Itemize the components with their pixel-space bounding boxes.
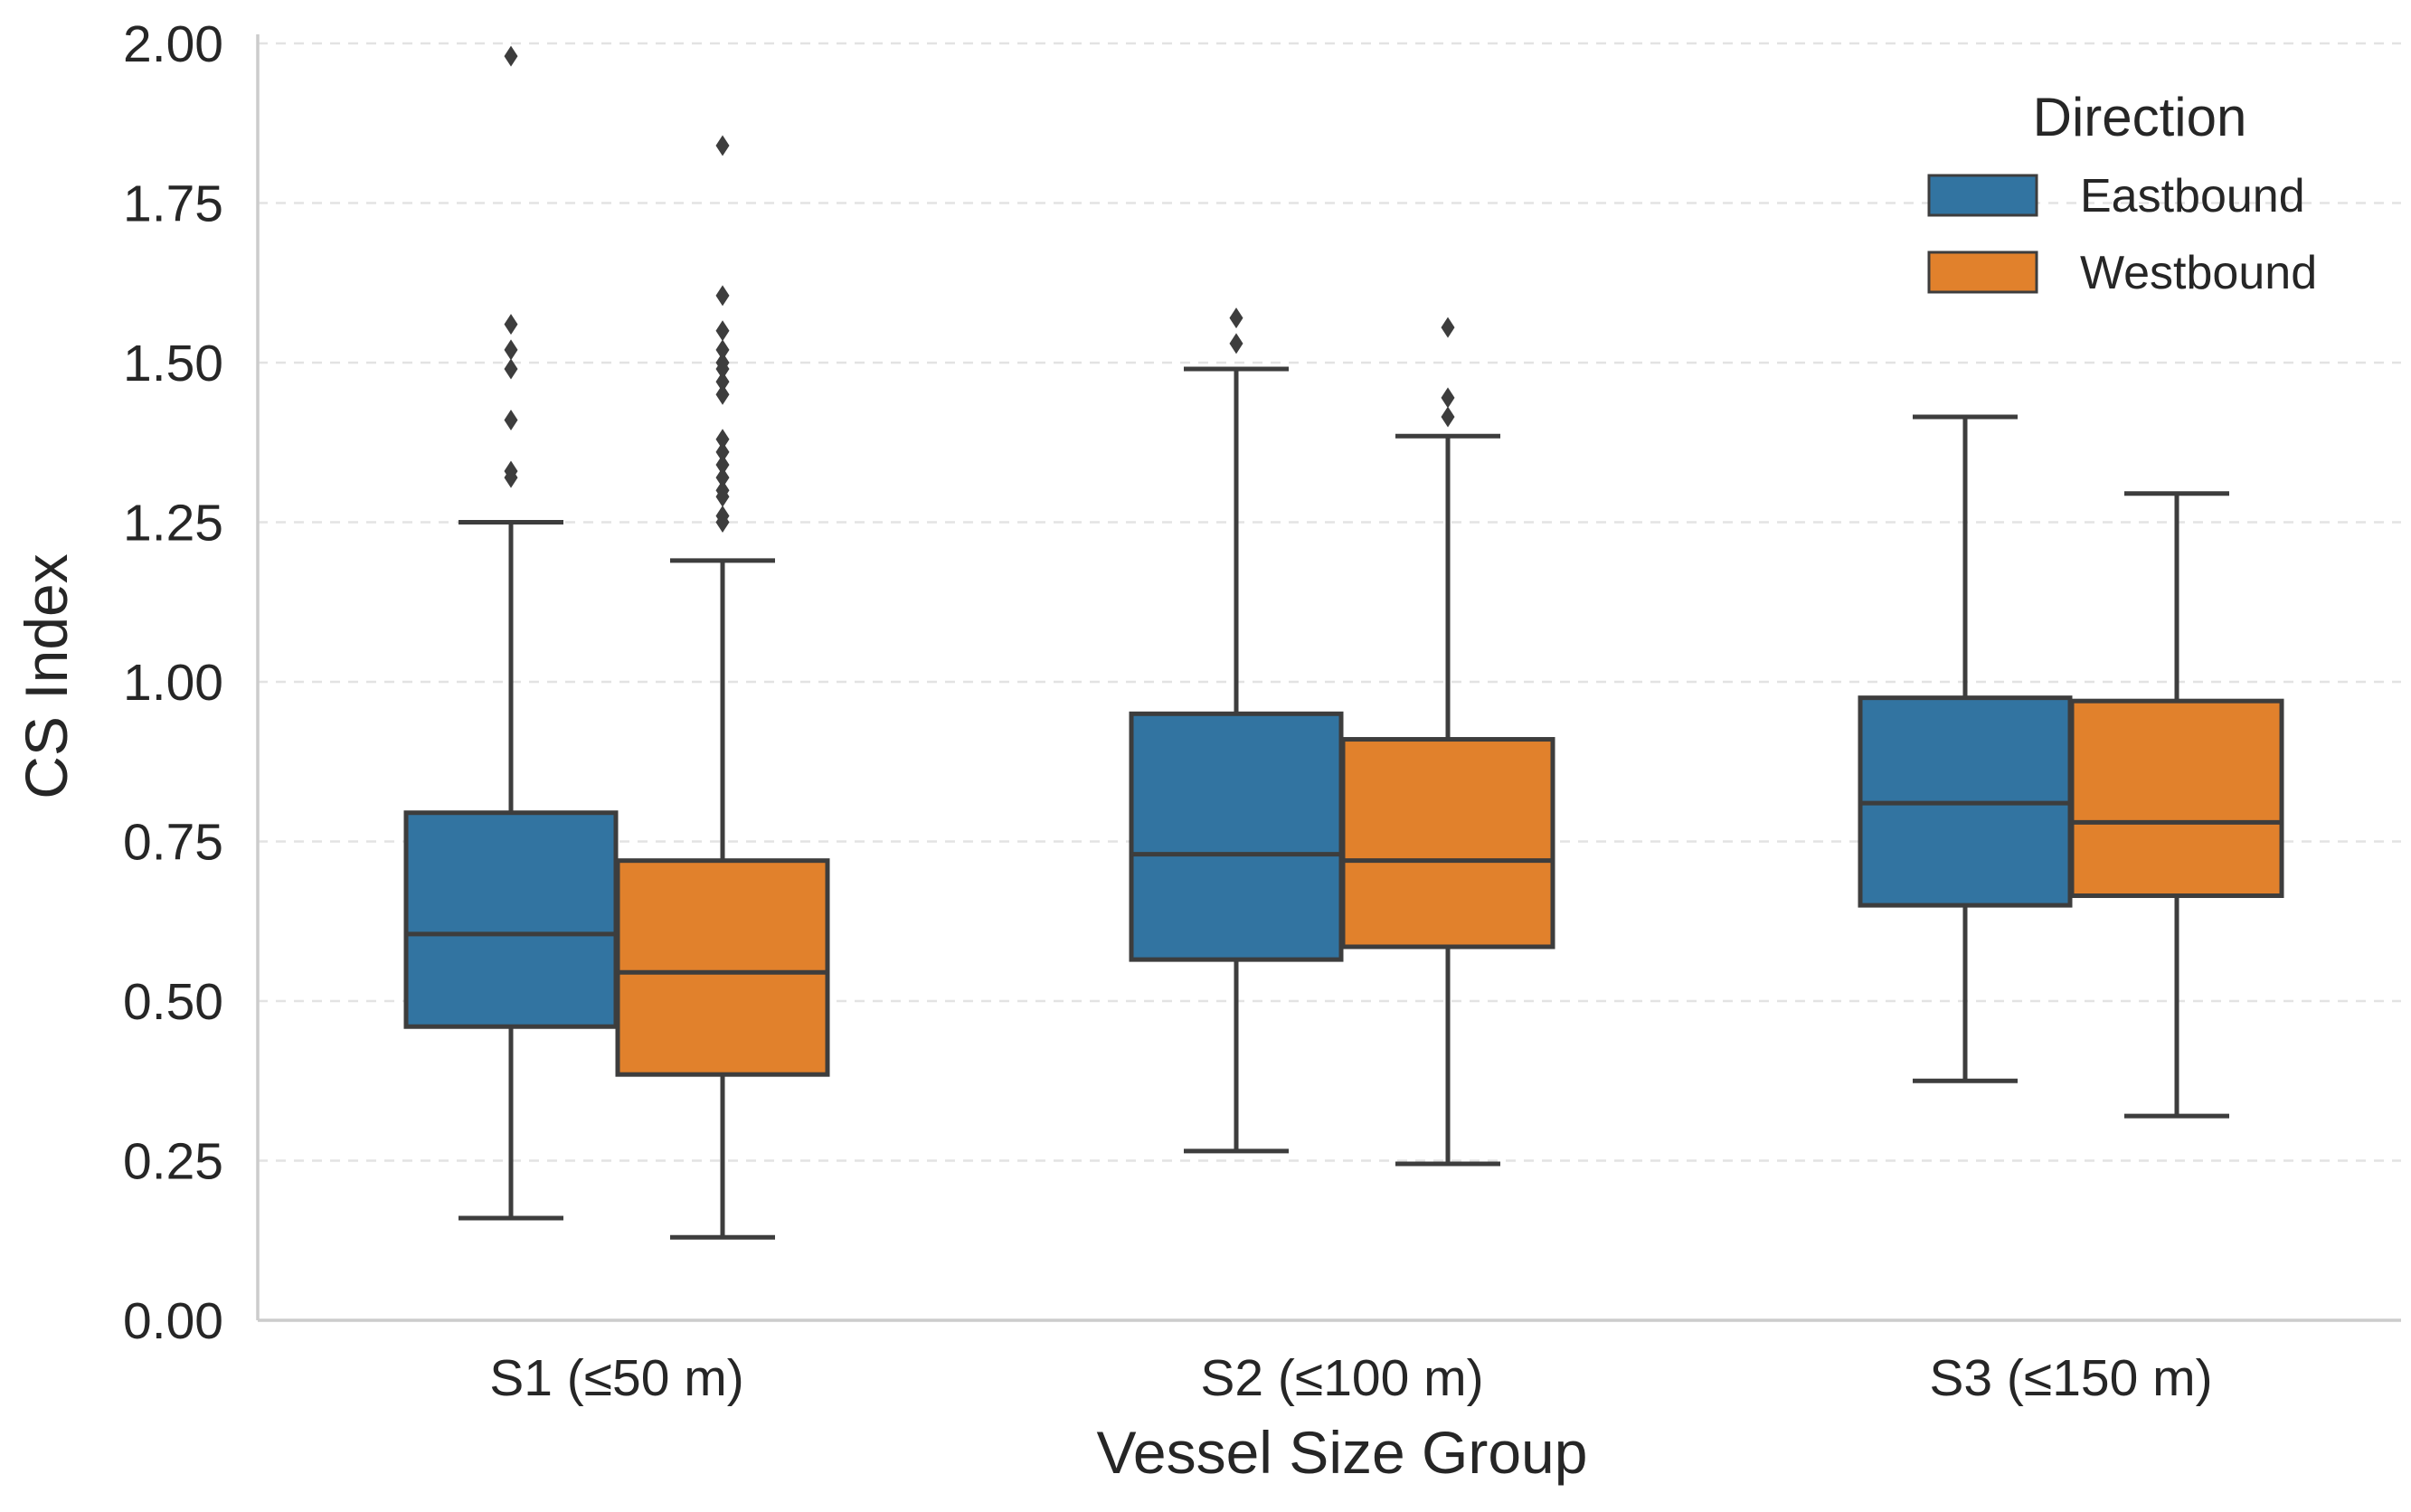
legend-title: Direction [2033,87,2247,147]
box-eastbound-2 [1129,307,1344,1154]
legend-label-eastbound: Eastbound [2080,170,2305,222]
legend-patch-eastbound [1927,174,2038,217]
outlier-point [715,135,730,156]
x-axis-title: Vessel Size Group [1097,1419,1588,1486]
x-tick-label: S3 (≤150 m) [1929,1349,2212,1407]
y-tick-label: 2.00 [123,15,223,73]
y-tick-label: 0.50 [123,973,223,1031]
y-tick-label: 1.25 [123,495,223,553]
outlier-point [504,339,518,361]
iqr-box [615,858,830,1077]
outlier-point [715,371,730,392]
box-eastbound-3 [1858,414,2073,1083]
iqr-box [1129,711,1344,962]
outlier-point [715,479,730,501]
outlier-point [715,467,730,488]
outlier-point [1229,307,1243,329]
iqr-box [1340,737,1555,950]
y-tick-label: 1.00 [123,654,223,712]
box-westbound-3 [2069,491,2284,1119]
outlier-point [1229,333,1243,354]
outlier-point [1441,317,1455,338]
outlier-point [504,460,518,482]
y-tick-label: 0.25 [123,1133,223,1191]
axes-spines [256,34,2401,1322]
y-tick-label: 1.75 [123,175,223,233]
outlier-point [715,454,730,476]
x-tick-label: S1 (≤50 m) [489,1349,744,1407]
outlier-point [504,314,518,335]
tick-labels: 0.00 0.25 0.50 0.75 1.00 1.25 1.50 1.75 2.00 S1 (… [123,15,2213,1407]
outlier-point [1441,406,1455,428]
iqr-box [2069,698,2284,899]
outlier-point [715,352,730,373]
outlier-point [715,505,730,526]
outlier-point [715,429,730,450]
outlier-point [715,339,730,361]
box-westbound-2 [1340,317,1555,1167]
legend-patch-westbound [1927,250,2038,294]
y-tick-label: 0.00 [123,1292,223,1350]
iqr-box [403,810,619,1029]
y-tick-label: 1.50 [123,335,223,392]
box-westbound-1 [615,135,830,1240]
legend-label-westbound: Westbound [2080,247,2317,299]
x-tick-label: S2 (≤100 m) [1200,1349,1483,1407]
y-tick-label: 0.75 [123,814,223,872]
outlier-point [715,441,730,463]
outlier-point [504,358,518,380]
legend: Direction Eastbound Westbound [1927,87,2317,299]
outlier-point [504,45,518,67]
outlier-point [504,410,518,431]
y-axis-title: CS Index [13,553,80,799]
outlier-point [1441,387,1455,409]
box-eastbound-1 [403,45,619,1221]
outlier-point [715,383,730,405]
outlier-point [715,320,730,342]
outlier-point [715,285,730,307]
box-groups [403,45,2284,1240]
